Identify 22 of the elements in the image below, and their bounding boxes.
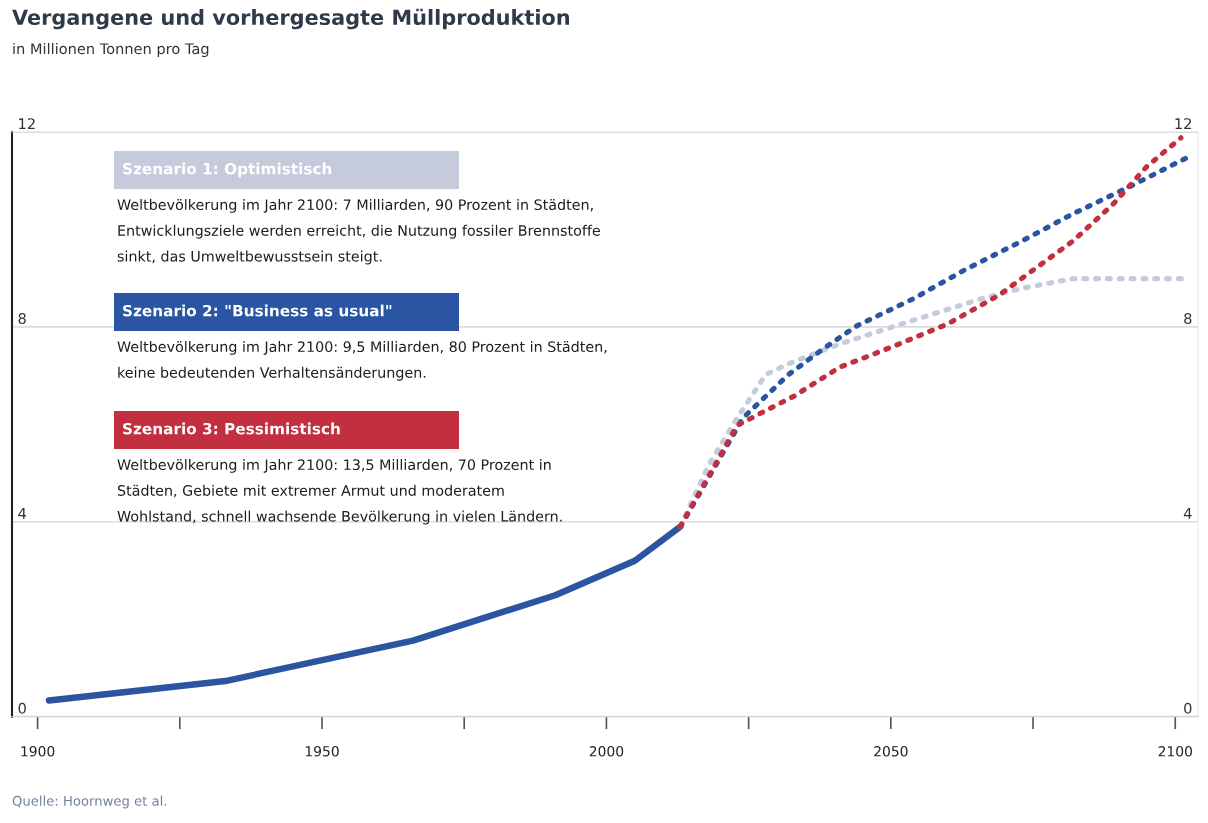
y-tick-label: 0 (18, 702, 26, 714)
annotation: Weltbevölkerung im Jahr 2100: 13,5 Milliarden, 70 Prozent in Städten, Gebiete mit extremer Armut und moderatem Wohlstand, schnell wachsende Bevölkerung in vielen Ländern. (117, 459, 562, 525)
y2-tick-label: 12 (1175, 118, 1191, 129)
y-tick-label: 8 (18, 313, 26, 325)
chart-title: Vergangene und vorhergesagte Müllproduktion (12, 8, 569, 30)
x-tick-label: 1950 (305, 746, 339, 757)
x-tick-label: 2100 (1158, 746, 1192, 757)
annotation: Weltbevölkerung im Jahr 2100: 9,5 Milliarden, 80 Prozent in Städten, keine bedeutenden Verhaltensänderungen. (117, 341, 607, 381)
chart-subtitle: in Millionen Tonnen pro Tag (13, 42, 209, 58)
text: Szenario 2: "Business as usual" (123, 304, 392, 317)
x-tick-label: 2050 (874, 746, 908, 757)
source-note: Quelle: Hoornweg et al. (12, 795, 167, 809)
y-tick-label: 4 (18, 508, 27, 519)
x-tick-label: 1900 (21, 746, 55, 757)
annotation: Weltbevölkerung im Jahr 2100: 7 Milliarden, 90 Prozent in Städten, Entwicklungsziele werden erreicht, die Nutzung fossiler Brennstoffe sinkt, das Umweltbewusstsein steigt. (117, 199, 600, 265)
y-tick-label: 12 (19, 118, 35, 129)
x-tick-label: 2000 (589, 746, 624, 757)
text: Szenario 1: Optimistisch (123, 162, 332, 178)
y2-tick-label: 8 (1184, 313, 1192, 325)
y2-tick-label: 4 (1183, 508, 1192, 519)
y2-tick-label: 0 (1184, 702, 1192, 714)
text: Szenario 3: Pessimistisch (123, 422, 340, 435)
